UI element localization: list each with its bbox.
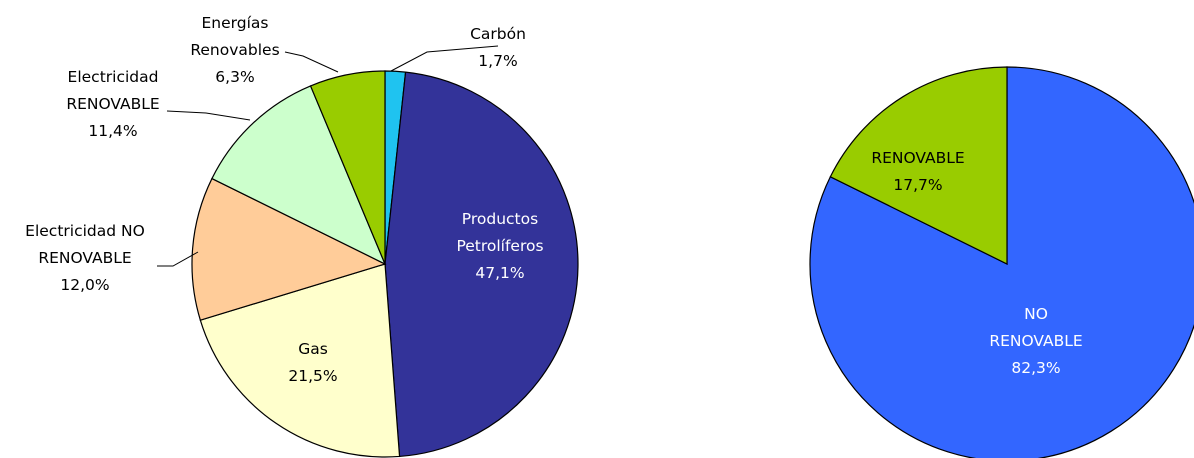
data-label-line: Electricidad NO	[25, 222, 145, 240]
data-label-line: 21,5%	[288, 367, 337, 385]
data-label-line: Electricidad	[68, 68, 159, 86]
data-label-line: 1,7%	[478, 52, 517, 70]
data-label-line: RENOVABLE	[989, 332, 1082, 350]
leader-line-electricidad-renovable	[166, 110, 251, 121]
data-label-energias-renovables: Energías Renovables 6,3%	[190, 14, 279, 86]
data-label-line: Gas	[298, 340, 328, 358]
data-label-productos-petroliferos: Productos Petrolíferos 47,1%	[456, 210, 543, 282]
data-label-line: 17,7%	[893, 176, 942, 194]
pie-slice-productos-petroliferos	[384, 71, 579, 458]
data-label-line: Petrolíferos	[456, 237, 543, 255]
pie-chart-renewable-split: NO RENOVABLE 82,3% RENOVABLE 17,7%	[809, 66, 1194, 458]
pie-slice-energias-renovables	[309, 70, 386, 265]
pie-slice-electricidad-no-renovable	[191, 177, 387, 321]
data-label-line: Energías	[202, 14, 269, 32]
data-label-line: NO	[1024, 305, 1048, 323]
pie-chart-energy-sources: Carbón 1,7% Productos Petrolíferos 47,1% Gas 2…	[25, 14, 579, 458]
data-label-gas: Gas 21,5%	[288, 340, 337, 385]
data-label-line: 6,3%	[215, 68, 254, 86]
pie-slice-electricidad-renovable	[211, 85, 387, 266]
data-label-line: RENOVABLE	[38, 249, 131, 267]
pie-slice-no-renovable	[809, 66, 1194, 458]
data-label-line: 12,0%	[60, 276, 109, 294]
data-label-renovable: RENOVABLE 17,7%	[871, 149, 964, 194]
leader-line-energias-renovables	[284, 51, 339, 73]
data-label-line: RENOVABLE	[66, 95, 159, 113]
data-label-line: 11,4%	[88, 122, 137, 140]
data-label-line: 47,1%	[475, 264, 524, 282]
data-label-line: Carbón	[470, 25, 526, 43]
data-label-electricidad-no-renovable: Electricidad NO RENOVABLE 12,0%	[25, 222, 145, 294]
data-label-electricidad-renovable: Electricidad RENOVABLE 11,4%	[66, 68, 159, 140]
leader-line-carbon	[390, 45, 499, 72]
pie-slice-gas	[199, 263, 401, 458]
data-label-line: 82,3%	[1011, 359, 1060, 377]
data-label-carbon: Carbón 1,7%	[470, 25, 526, 70]
data-label-no-renovable: NO RENOVABLE 82,3%	[989, 305, 1082, 377]
leader-line-electricidad-no-renovable	[157, 251, 199, 267]
data-label-line: Productos	[462, 210, 538, 228]
data-label-line: RENOVABLE	[871, 149, 964, 167]
pie-slice-renovable	[829, 66, 1008, 265]
data-label-line: Renovables	[190, 41, 279, 59]
